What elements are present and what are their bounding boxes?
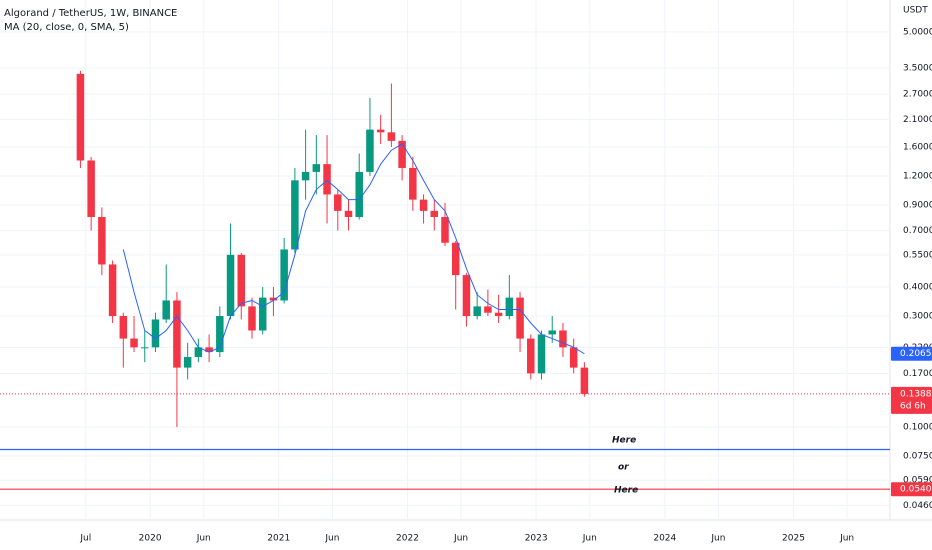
y-tick-label: 0.7000 xyxy=(903,226,932,236)
candle-body xyxy=(173,300,181,368)
candle-body xyxy=(398,140,406,168)
candle-body xyxy=(451,242,460,276)
candle-body xyxy=(269,297,278,301)
candle-body xyxy=(323,164,331,195)
candle-body xyxy=(301,171,310,181)
y-tick-label: 0.9000 xyxy=(903,201,932,211)
candle-body xyxy=(130,338,138,348)
candle-body xyxy=(484,306,492,313)
y-tick-label: 0.0460 xyxy=(903,501,932,511)
candle-body xyxy=(569,347,578,368)
candle-body xyxy=(430,210,439,217)
x-tick-label: 2022 xyxy=(396,534,419,544)
candle-body xyxy=(312,164,321,172)
candle-body xyxy=(462,275,471,317)
candle-body xyxy=(387,132,396,141)
x-tick-label: Jun xyxy=(710,534,725,544)
candle-body xyxy=(205,347,213,353)
candle-body xyxy=(494,312,503,317)
y-tick-label: 1.2000 xyxy=(903,172,932,182)
candle-body xyxy=(216,316,224,353)
candle-body xyxy=(151,319,160,348)
x-tick-label: 2023 xyxy=(525,534,548,544)
candle-body xyxy=(366,129,374,172)
candle-body xyxy=(258,297,267,331)
candle-body xyxy=(505,297,514,317)
y-tick-label: 0.1700 xyxy=(903,369,932,379)
candle-body xyxy=(183,356,192,368)
countdown-label: 6d 6h xyxy=(900,401,926,411)
x-tick-label: Jun xyxy=(839,534,854,544)
x-tick-label: Jun xyxy=(582,534,597,544)
annotation: Here xyxy=(612,436,636,446)
x-tick-label: 2024 xyxy=(653,534,676,544)
price-label: 0.1388 xyxy=(900,389,932,399)
y-tick-label: 0.5500 xyxy=(903,250,932,260)
candle-body xyxy=(98,216,106,265)
candle-body xyxy=(409,167,417,200)
price-label-box xyxy=(891,386,932,414)
candle-body xyxy=(248,306,256,331)
price-label-box xyxy=(891,482,932,497)
candle-body xyxy=(280,249,288,301)
x-tick-label: Jun xyxy=(453,534,468,544)
chart-title: Algorand / TetherUS, 1W, BINANCE xyxy=(4,8,177,19)
annotation: Here xyxy=(614,486,638,496)
y-tick-label: 0.4000 xyxy=(903,282,932,292)
annotation: or xyxy=(618,463,629,473)
candle-body xyxy=(162,300,170,320)
candle-body xyxy=(141,347,149,349)
candle-body xyxy=(441,216,449,243)
x-tick-label: Jul xyxy=(79,534,91,544)
candle-body xyxy=(108,264,117,317)
candle-body xyxy=(76,73,85,161)
y-tick-label: 5.0000 xyxy=(903,27,932,37)
candle-body xyxy=(419,199,428,211)
candle-body xyxy=(527,338,535,374)
candle-body xyxy=(473,306,481,317)
candle-body xyxy=(119,316,128,339)
candle-body xyxy=(355,171,363,217)
plot-area xyxy=(0,70,890,490)
candle-body xyxy=(334,194,342,211)
candle-body xyxy=(226,254,235,317)
y-tick-label: 2.1000 xyxy=(903,115,932,125)
candle-body xyxy=(237,254,246,307)
y-tick-label: 0.0590 xyxy=(903,476,932,486)
x-tick-label: Jun xyxy=(324,534,339,544)
candle-body xyxy=(516,297,524,339)
candle-body xyxy=(291,180,299,250)
y-tick-label: 0.3000 xyxy=(903,312,932,322)
x-tick-label: 2020 xyxy=(139,534,162,544)
y-tick-label: 2.7000 xyxy=(903,90,932,100)
x-tick-label: 2025 xyxy=(782,534,805,544)
candle-body xyxy=(376,129,385,133)
price-label: 0.0540 xyxy=(900,485,932,495)
axes: 5.0000 3.5000 2.7000 2.1000 1.6000 1.2000 0.90… xyxy=(79,27,932,544)
candle-body xyxy=(548,330,556,335)
y-tick-label: 0.0750 xyxy=(903,452,932,462)
price-label: 0.2065 xyxy=(900,349,932,359)
candle-body xyxy=(537,334,546,374)
candle-body xyxy=(194,347,203,357)
ma-line xyxy=(122,143,585,355)
unit-label: USDT xyxy=(903,6,928,16)
candle-body xyxy=(580,367,589,394)
price-label-box xyxy=(891,346,932,361)
indicator-legend: MA (20, close, 0, SMA, 5) xyxy=(4,22,129,33)
y-tick-label: 1.6000 xyxy=(903,142,932,152)
candle-body xyxy=(559,330,567,348)
x-tick-label: 2021 xyxy=(267,534,290,544)
x-tick-label: Jun xyxy=(196,534,211,544)
candle-body xyxy=(87,160,95,217)
y-tick-label: 0.1000 xyxy=(903,422,932,432)
candle-body xyxy=(344,210,353,217)
y-tick-label: 3.5000 xyxy=(903,63,932,73)
